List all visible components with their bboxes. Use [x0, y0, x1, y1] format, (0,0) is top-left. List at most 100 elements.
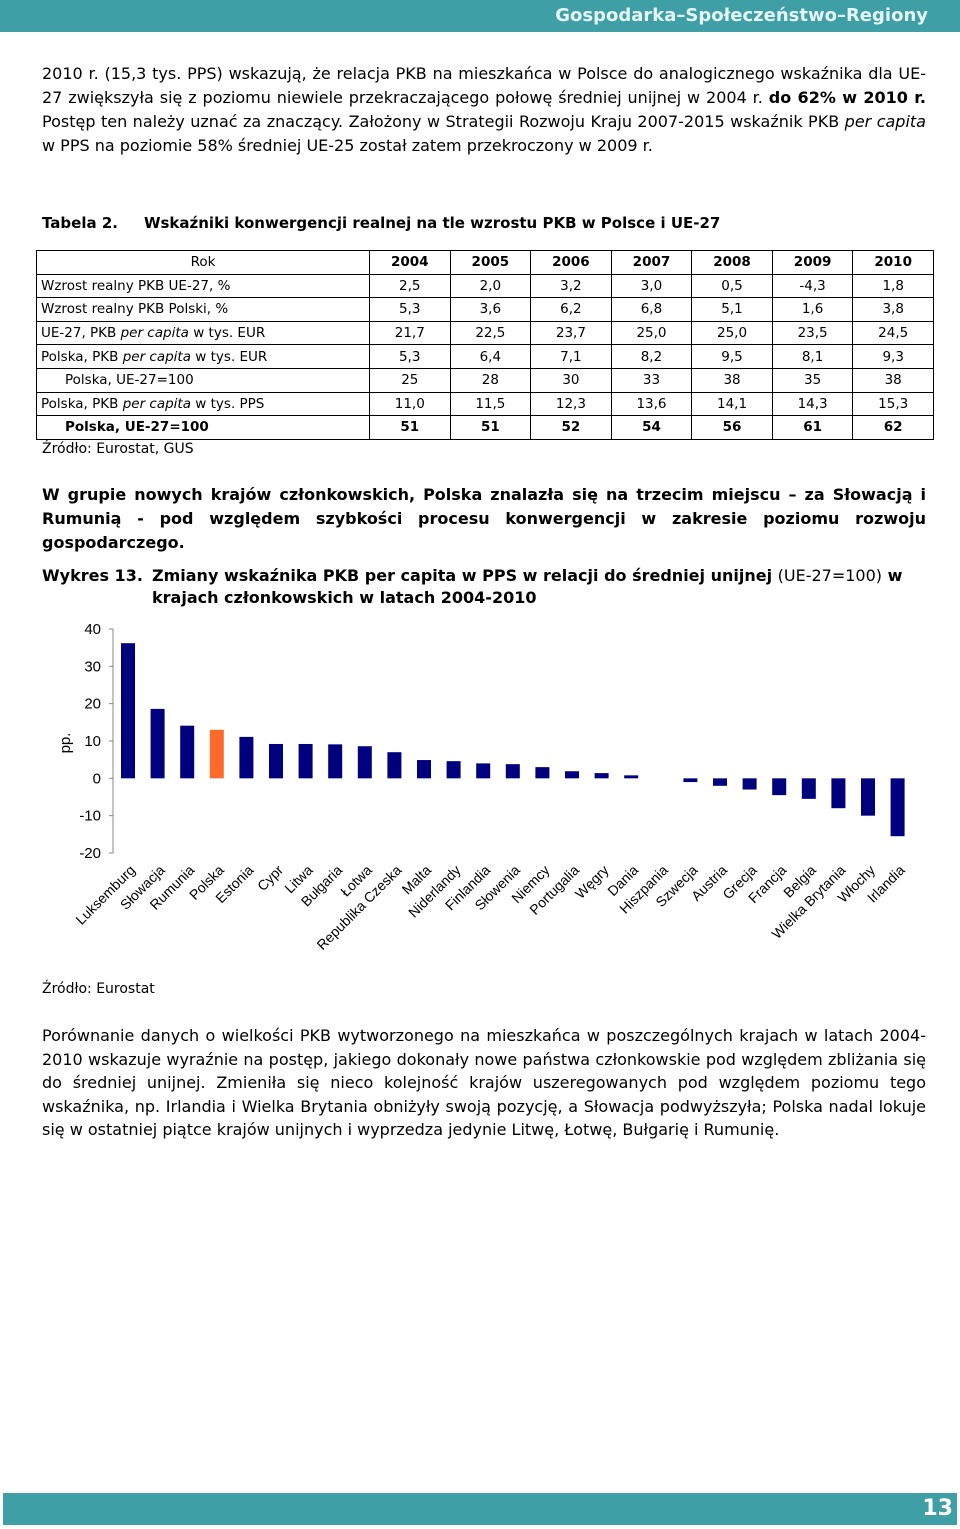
bar [890, 778, 905, 837]
y-tick-label: -20 [79, 845, 101, 862]
cell: 21,7 [369, 320, 451, 346]
text: do 62% w 2010 r. [768, 88, 926, 107]
header-cell: 2005 [449, 250, 532, 275]
text: w tys. PPS [191, 395, 265, 412]
bar [505, 764, 520, 779]
cell: 38 [852, 367, 934, 393]
table-row: Polska, PKB per capita w tys. PPS 11,0 11,… [36, 391, 934, 417]
cell: 62 [852, 415, 934, 440]
table-caption: Tabela 2. Wskaźniki konwergencji realnej … [42, 214, 720, 232]
cell: 38 [691, 367, 773, 393]
header-bar: Gospodarka–Społeczeństwo–Regiony [0, 0, 960, 32]
text: per capita [120, 325, 189, 342]
table-row: UE-27, PKB per capita w tys. EUR 21,7 22,5… [36, 320, 934, 346]
cell: 9,3 [852, 344, 934, 369]
cell: 15,3 [852, 391, 934, 417]
row-label: UE-27, PKB per capita w tys. EUR [36, 320, 370, 346]
cell: 51 [369, 415, 451, 440]
text: (UE-27=100) [777, 566, 883, 585]
y-tick-label: 20 [84, 696, 101, 713]
text: per capita [122, 395, 191, 412]
cell: 3,0 [610, 273, 693, 299]
bar [298, 743, 313, 779]
y-tick-label: 30 [84, 658, 101, 675]
cell: 11,5 [449, 391, 532, 417]
cell: 33 [610, 367, 693, 393]
header-cell: Rok [36, 250, 370, 275]
cell: 3,6 [449, 297, 532, 322]
cell: 22,5 [449, 320, 532, 346]
row-label: Wzrost realny PKB Polski, % [36, 297, 370, 322]
cell: 11,0 [369, 391, 451, 417]
header-cell: 2008 [691, 250, 773, 275]
text: w tys. EUR [188, 325, 266, 342]
text: w tys. EUR [191, 348, 268, 365]
table-row: Polska, UE-27=100 51 51 52 54 56 61 62 [36, 415, 934, 440]
cell: 7,1 [530, 344, 612, 369]
y-tick-label: 10 [84, 733, 101, 750]
header-cell: 2004 [369, 250, 451, 275]
cell: 3,2 [530, 273, 612, 299]
bar [328, 744, 343, 779]
row-label: Wzrost realny PKB UE-27, % [36, 273, 370, 299]
bar [209, 729, 224, 779]
cell: 23,5 [771, 320, 854, 346]
bar [150, 708, 165, 779]
footer-bar: 13 [3, 1493, 957, 1525]
intro-paragraph: 2010 r. (15,3 tys. PPS) wskazują, że rel… [42, 62, 926, 158]
cell: 1,6 [771, 297, 854, 322]
cell: 25,0 [691, 320, 773, 346]
cell: 6,8 [610, 297, 693, 322]
row-label: Polska, UE-27=100 [36, 367, 370, 393]
table-source: Źródło: Eurostat, GUS [42, 441, 194, 457]
cell: 6,2 [530, 297, 612, 322]
cell: 56 [691, 415, 773, 440]
chart: -20-10010203040pp.LuksemburgSłowacjaRumu… [57, 621, 908, 953]
text: Polska, PKB [41, 395, 123, 412]
table-label: Tabela 2. [42, 214, 118, 232]
cell: -4,3 [771, 273, 854, 299]
bar [861, 778, 875, 816]
figure-title: Zmiany wskaźnika PKB per capita w PPS w … [152, 565, 926, 609]
text: Postęp ten należy uznać za znaczący. Zał… [42, 112, 845, 131]
bar [624, 775, 639, 779]
table-row: Polska, UE-27=100 25 28 30 33 38 35 38 [36, 367, 934, 393]
cell: 54 [610, 415, 693, 440]
text: Polska, PKB [41, 348, 123, 365]
text: Polska, UE-27=100 [65, 372, 194, 389]
bar [565, 771, 579, 779]
cell: 5,1 [691, 297, 773, 322]
cell: 25 [369, 367, 451, 393]
cell: 3,8 [852, 297, 934, 322]
y-tick-label: 40 [84, 621, 101, 638]
row-label: Polska, UE-27=100 [36, 415, 370, 440]
cell: 24,5 [852, 320, 934, 346]
header-cell: 2009 [771, 250, 854, 275]
cell: 5,3 [369, 344, 451, 369]
cell: 2,0 [449, 273, 532, 299]
cell: 8,1 [771, 344, 854, 369]
bar [357, 746, 372, 779]
table-row: Polska, PKB per capita w tys. EUR 5,3 6,4 7… [36, 344, 934, 369]
header-title: Gospodarka–Społeczeństwo–Regiony [555, 5, 928, 26]
cell: 52 [530, 415, 612, 440]
figure-label: Wykres 13. [42, 566, 143, 585]
bar [831, 778, 846, 809]
cell: 6,4 [449, 344, 532, 369]
cell: 1,8 [852, 273, 934, 299]
table-header-row: Rok 2004 2005 2006 2007 2008 2009 2010 [36, 250, 934, 275]
table-row: Wzrost realny PKB UE-27, % 2,5 2,0 3,2 3,0 0,… [36, 273, 934, 299]
text: UE-27, PKB [41, 325, 121, 342]
text: Zmiany wskaźnika PKB per capita w PPS w … [152, 566, 778, 585]
bar [476, 763, 491, 779]
x-tick-label: Cypr [254, 862, 286, 894]
bar [446, 761, 461, 779]
bar [535, 767, 550, 779]
y-tick-label: 0 [93, 770, 101, 787]
text: 2010 r. (15,3 tys. PPS) wskazują, że rel… [42, 64, 926, 107]
figure-caption: Wykres 13. Zmiany wskaźnika PKB per capit… [42, 565, 926, 609]
bar [772, 778, 787, 796]
bar [742, 778, 757, 790]
cell: 14,1 [691, 391, 773, 417]
bar [594, 773, 609, 779]
